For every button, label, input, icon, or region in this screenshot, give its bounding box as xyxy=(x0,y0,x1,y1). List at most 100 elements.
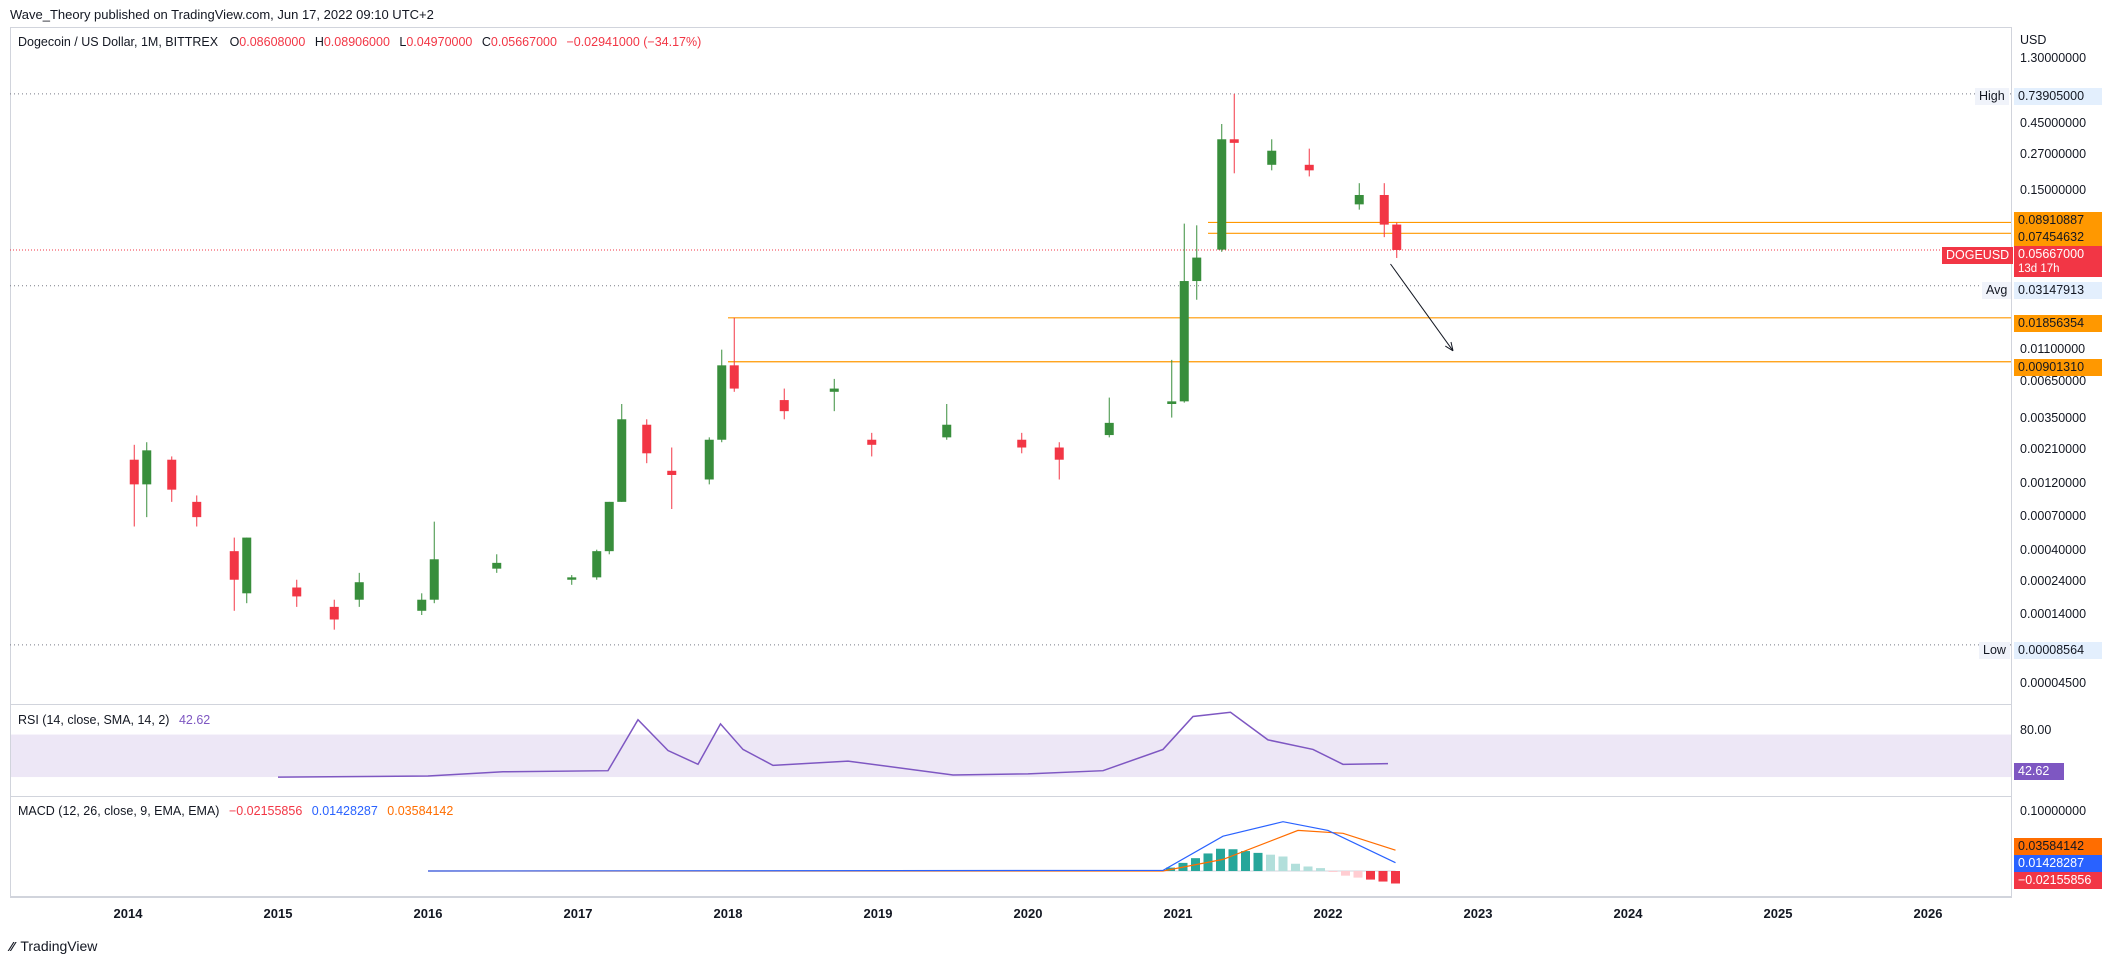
last-price-value: 0.05667000 xyxy=(2018,247,2085,261)
year-tick-label: 2026 xyxy=(1913,906,1943,921)
tradingview-footer[interactable]: ⁄⁄ TradingView xyxy=(10,938,97,954)
candle-body xyxy=(417,599,427,611)
year-tick-label: 2024 xyxy=(1613,906,1643,921)
ohlc-close-label: C xyxy=(481,35,491,49)
rsi-band xyxy=(11,734,2011,778)
macd-axis-tick: 0.10000000 xyxy=(2020,804,2087,818)
price-tick-label: 0.00120000 xyxy=(2020,476,2087,491)
macd-line-value: 0.01428287 xyxy=(311,804,378,818)
candle-body xyxy=(867,439,877,445)
macd-histogram-bar xyxy=(1266,854,1275,871)
macd-histogram-bar xyxy=(1291,863,1300,871)
year-tick-label: 2020 xyxy=(1013,906,1043,921)
candle-body xyxy=(667,470,677,475)
candle-body xyxy=(942,424,952,438)
candle-body xyxy=(1104,422,1114,436)
level-tag-1: 0.08910887 xyxy=(2014,212,2102,229)
year-tick-label: 2017 xyxy=(563,906,593,921)
tradingview-logo-icon: ⁄⁄ xyxy=(10,938,15,954)
candle-body xyxy=(1304,164,1314,171)
price-axis-divider xyxy=(2011,27,2012,897)
candle-body xyxy=(167,459,177,490)
macd-histogram-bar xyxy=(1253,852,1263,871)
avg-tag-value: 0.03147913 xyxy=(2014,282,2102,299)
candle-body xyxy=(779,400,789,412)
candle-body xyxy=(1217,139,1227,250)
ohlc-change: −0.02941000 (−34.17%) xyxy=(566,35,702,49)
main-legend[interactable]: Dogecoin / US Dollar, 1M, BITTREX O0.086… xyxy=(18,35,701,49)
ohlc-close-value: 0.05667000 xyxy=(490,35,557,49)
macd-hist-value: −0.02155856 xyxy=(228,804,303,818)
candle-body xyxy=(1229,139,1239,143)
macd-histogram-bar xyxy=(1341,871,1350,876)
projection-arrow-head xyxy=(1445,341,1454,352)
year-tick-label: 2019 xyxy=(863,906,893,921)
pane-divider-rsi xyxy=(10,704,2012,705)
price-tick-label: 0.00004500 xyxy=(2020,676,2087,690)
candle-body xyxy=(1017,439,1027,448)
year-tick-label: 2016 xyxy=(413,906,443,921)
ohlc-low-value: 0.04970000 xyxy=(406,35,473,49)
price-tick-label: 0.01100000 xyxy=(2020,341,2086,356)
low-tag-label: Low xyxy=(1979,642,2010,659)
candle-body xyxy=(592,551,602,578)
candle-body xyxy=(1354,194,1364,205)
price-tick-label: 0.00650000 xyxy=(2020,373,2087,388)
low-tag-value: 0.00008564 xyxy=(2014,642,2102,659)
symbol-name[interactable]: Dogecoin / US Dollar, 1M, BITTREX xyxy=(18,35,219,49)
candle-body xyxy=(354,582,364,600)
candle-body xyxy=(229,551,239,580)
last-price-tag: 0.05667000 13d 17h xyxy=(2014,246,2102,277)
candle-body xyxy=(704,439,714,480)
candle-body xyxy=(1379,194,1389,225)
candle-body xyxy=(617,419,627,502)
time-axis-divider xyxy=(10,897,2012,898)
macd-legend[interactable]: MACD (12, 26, close, 9, EMA, EMA) −0.021… xyxy=(18,804,453,818)
pane-divider-macd xyxy=(10,796,2012,797)
rsi-label[interactable]: RSI (14, close, SMA, 14, 2) xyxy=(18,713,170,727)
level-tag-3: 0.01856354 xyxy=(2014,315,2102,332)
price-tick-label: 0.00014000 xyxy=(2020,606,2087,621)
year-tick-label: 2025 xyxy=(1763,906,1793,921)
candle-body xyxy=(492,562,502,569)
ohlc-high-value: 0.08906000 xyxy=(323,35,390,49)
level-tag-2: 0.07454632 xyxy=(2014,229,2102,246)
year-tick-label: 2022 xyxy=(1313,906,1343,921)
macd-histogram-bar xyxy=(1366,871,1375,880)
macd-signal-line xyxy=(428,829,1396,872)
macd-line xyxy=(427,821,1396,872)
price-tick-label: 1.30000000 xyxy=(2020,51,2087,66)
high-tag-value: 0.73905000 xyxy=(2014,88,2102,105)
rsi-value-tag: 42.62 xyxy=(2014,763,2064,780)
candle-body xyxy=(717,365,727,440)
candle-body xyxy=(829,388,839,392)
level-tag-4: 0.00901310 xyxy=(2014,359,2102,376)
macd-line-tag: 0.01428287 xyxy=(2014,855,2102,872)
candle-body xyxy=(1179,281,1189,402)
price-tick-label: 0.00210000 xyxy=(2020,442,2087,457)
bar-countdown: 13d 17h xyxy=(2018,263,2060,275)
macd-histogram-bar xyxy=(1303,866,1313,871)
rsi-legend[interactable]: RSI (14, close, SMA, 14, 2) 42.62 xyxy=(18,713,210,727)
candle-body xyxy=(729,365,739,389)
macd-histogram-bar xyxy=(1391,871,1400,884)
currency-label: USD xyxy=(2020,33,2047,47)
candle-body xyxy=(1167,401,1177,404)
macd-histogram-bar xyxy=(1353,871,1363,878)
macd-histogram-bar xyxy=(1228,849,1238,871)
ohlc-low-label: L xyxy=(399,35,407,49)
macd-label[interactable]: MACD (12, 26, close, 9, EMA, EMA) xyxy=(18,804,220,818)
year-tick-label: 2015 xyxy=(263,906,293,921)
price-tick-label: 0.00040000 xyxy=(2020,543,2087,558)
rsi-axis-tick: 80.00 xyxy=(2020,723,2052,737)
candle-body xyxy=(129,459,139,485)
candle-body xyxy=(242,537,252,594)
candle-body xyxy=(329,606,339,620)
macd-hist-tag: −0.02155856 xyxy=(2014,872,2102,889)
ohlc-open-label: O xyxy=(229,35,240,49)
year-tick-label: 2014 xyxy=(113,906,143,921)
candle-body xyxy=(1192,257,1202,282)
candle-body xyxy=(1267,150,1277,165)
price-tick-label: 0.00350000 xyxy=(2020,411,2087,426)
